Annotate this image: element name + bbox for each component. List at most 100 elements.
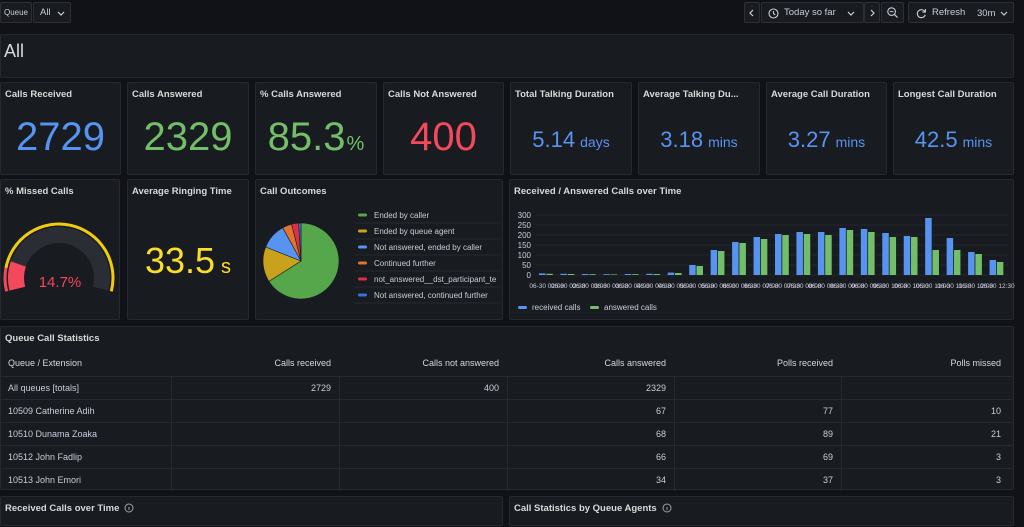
stat-value-wrap: 42.5 mins bbox=[894, 127, 1013, 153]
legend-swatch bbox=[590, 306, 599, 309]
gauge-value-wrap: 14.7% bbox=[1, 274, 119, 292]
bar bbox=[889, 237, 897, 275]
chevron-icon bbox=[847, 11, 855, 16]
cell-border bbox=[507, 422, 508, 445]
variable-value: All bbox=[40, 7, 51, 18]
time-picker[interactable]: Today so far bbox=[761, 2, 864, 23]
gauge-value: 14.7 bbox=[38, 274, 68, 291]
bar bbox=[539, 273, 546, 275]
bar bbox=[846, 230, 854, 275]
x-tick-label: 06-30 11:00 bbox=[916, 283, 951, 290]
column-header: Calls not answered bbox=[422, 358, 499, 368]
row-panel: All bbox=[0, 34, 1014, 78]
table-cell: 89 bbox=[822, 429, 833, 439]
bar bbox=[903, 236, 911, 275]
panel-title: Received Calls over Time bbox=[5, 503, 120, 514]
bar bbox=[710, 250, 718, 275]
column-header: Polls received bbox=[776, 358, 833, 368]
panel-graphic bbox=[662, 503, 672, 513]
collapsed-panel: Call Statistics by Queue Agents bbox=[509, 496, 1014, 526]
panel-graphic bbox=[124, 503, 134, 513]
stat-value: 3.27 bbox=[787, 127, 831, 152]
panel-title: % Missed Calls bbox=[5, 186, 74, 197]
table-panel: Queue Call Statistics Queue / Extension Ca… bbox=[0, 326, 1014, 491]
stat-panel: Calls Answered 2329 bbox=[127, 82, 249, 175]
variable-label: Queue bbox=[3, 8, 29, 17]
refresh-icon bbox=[916, 8, 927, 19]
cell-border bbox=[171, 445, 172, 468]
panel-title: Call Outcomes bbox=[260, 186, 327, 197]
stat-value: 2329 bbox=[143, 115, 233, 159]
bar bbox=[953, 250, 961, 275]
bar bbox=[610, 274, 618, 275]
refresh-picker[interactable]: Refresh 30m bbox=[908, 2, 1014, 23]
x-tick-label: 06-30 06:30 bbox=[722, 283, 757, 290]
bar bbox=[675, 273, 682, 275]
bar bbox=[882, 233, 889, 275]
x-tick-label: 06-30 05:00 bbox=[658, 283, 693, 290]
panel-title: Queue Call Statistics bbox=[5, 333, 100, 344]
bar bbox=[753, 237, 761, 275]
panel-title: Average Call Duration bbox=[771, 89, 870, 100]
x-tick-label: 06-30 09:00 bbox=[830, 283, 865, 290]
table-cell: 2729 bbox=[310, 383, 331, 393]
table-cell: 10513 John Emori bbox=[8, 475, 82, 485]
x-tick-label: 06-30 03:00 bbox=[572, 283, 607, 290]
row-title: All bbox=[4, 41, 25, 61]
legend-label: Continued further bbox=[374, 259, 436, 268]
panel-title: Average Ringing Time bbox=[132, 186, 232, 197]
table-cell: 34 bbox=[655, 475, 666, 485]
chevron-left-icon bbox=[749, 9, 754, 16]
chevron-icon bbox=[1000, 11, 1008, 16]
stat-panel: Calls Not Answered 400 bbox=[383, 82, 504, 175]
column-header: Calls answered bbox=[604, 358, 666, 368]
stat-panel: Calls Received 2729 bbox=[0, 82, 121, 175]
time-back-button[interactable] bbox=[744, 2, 760, 23]
stat-panel: Average Ringing Time 33.5 s bbox=[127, 179, 249, 320]
stat-value-wrap: 85.3% bbox=[256, 115, 376, 160]
legend-label: Not answered, ended by caller bbox=[374, 243, 482, 252]
time-forward-button[interactable] bbox=[864, 2, 880, 23]
cell-border bbox=[171, 468, 172, 491]
bar bbox=[581, 274, 589, 275]
stat-unit: mins bbox=[708, 134, 738, 150]
x-tick-label: 06-30 03:30 bbox=[594, 283, 629, 290]
cell-border bbox=[507, 468, 508, 491]
table-cell: All queues [totals] bbox=[8, 383, 80, 393]
cell-border bbox=[339, 468, 340, 491]
table-cell: 400 bbox=[483, 383, 499, 393]
bar bbox=[717, 251, 725, 275]
table-cell: 77 bbox=[822, 406, 833, 416]
x-tick-label: 06-30 02:00 bbox=[529, 283, 564, 290]
y-tick-label: 150 bbox=[518, 241, 532, 250]
stat-value: 400 bbox=[410, 115, 477, 159]
legend-swatch bbox=[358, 245, 367, 249]
bar bbox=[603, 274, 610, 275]
bar bbox=[975, 254, 982, 275]
bar bbox=[796, 232, 803, 275]
cell-border bbox=[841, 445, 842, 468]
cell-border bbox=[674, 468, 675, 491]
stat-value: 85.3 bbox=[267, 115, 346, 159]
x-tick-label: 06-30 11:30 bbox=[937, 283, 972, 290]
bar bbox=[653, 274, 661, 275]
variable-select[interactable]: All bbox=[33, 2, 71, 23]
bar bbox=[589, 274, 596, 275]
bar bbox=[817, 232, 825, 275]
bar bbox=[868, 232, 875, 275]
table-cell: 69 bbox=[822, 452, 833, 462]
cell-border bbox=[507, 399, 508, 422]
bar bbox=[696, 266, 703, 275]
cell-border bbox=[674, 422, 675, 445]
info-icon bbox=[124, 503, 134, 513]
stat-value: 5.14 bbox=[532, 127, 576, 152]
y-tick-label: 200 bbox=[518, 231, 532, 240]
x-tick-label: 06-30 05:30 bbox=[680, 283, 715, 290]
y-tick-label: 300 bbox=[518, 211, 532, 220]
zoom-out-button[interactable] bbox=[881, 2, 904, 23]
panel-title: % Calls Answered bbox=[260, 89, 342, 100]
panel-title: Call Statistics by Queue Agents bbox=[514, 503, 657, 514]
cell-border bbox=[507, 445, 508, 468]
cell-border bbox=[339, 399, 340, 422]
